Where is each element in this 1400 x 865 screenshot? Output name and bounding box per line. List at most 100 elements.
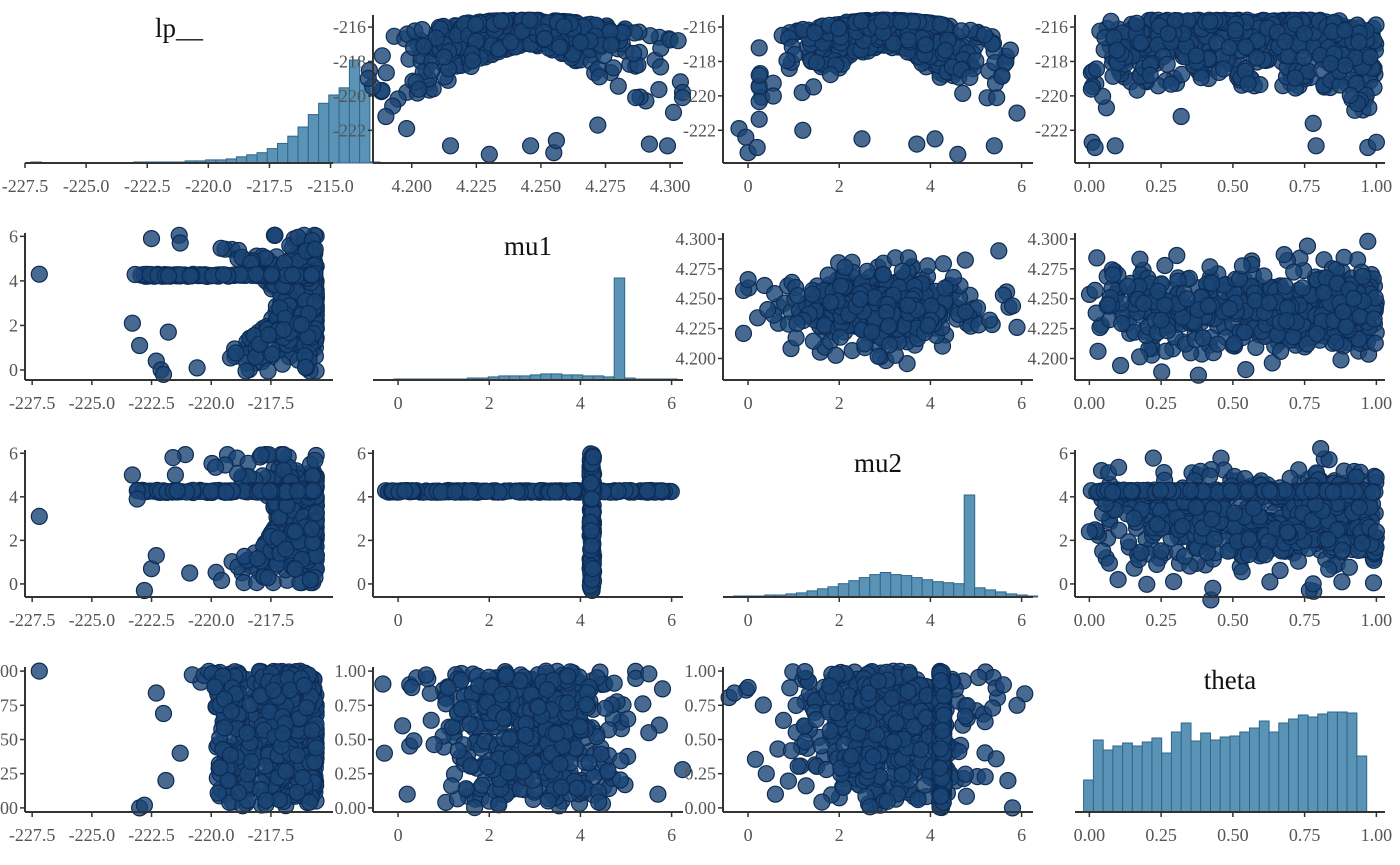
scatter-point xyxy=(1337,318,1356,336)
x-tick-label: 6 xyxy=(1017,393,1026,413)
x-tick-label: -217.5 xyxy=(246,176,293,196)
scatter-point xyxy=(1367,133,1386,151)
y-tick-label: -220 xyxy=(1035,86,1068,106)
scatter-point xyxy=(892,13,910,31)
scatter-point xyxy=(582,474,600,492)
scatter-point xyxy=(1255,267,1273,285)
scatter-point xyxy=(202,482,220,500)
scatter-point xyxy=(1335,248,1353,266)
y-tick-label: -216 xyxy=(683,17,716,37)
scatter-point xyxy=(794,121,812,139)
scatter-point xyxy=(1308,325,1326,343)
x-tick-label: 2 xyxy=(485,393,494,413)
scatter-point xyxy=(466,15,485,34)
scatter-point xyxy=(961,68,979,87)
scatter-point xyxy=(521,11,539,29)
scatter-point xyxy=(917,36,935,54)
scatter-point xyxy=(1341,86,1359,105)
scatter-point xyxy=(1286,69,1305,87)
scatter-point xyxy=(1199,297,1218,315)
histogram-bar xyxy=(900,575,913,598)
scatter-point xyxy=(30,507,48,526)
x-tick-label: -227.5 xyxy=(2,176,49,196)
scatter-point xyxy=(1320,560,1338,578)
scatter-point xyxy=(1344,290,1363,308)
scatter-point xyxy=(1350,33,1368,51)
scatter-point xyxy=(879,317,898,335)
scatter-point xyxy=(1131,250,1149,268)
scatter-point xyxy=(1225,504,1244,522)
scatter-point xyxy=(1173,517,1192,535)
scatter-point xyxy=(1278,523,1297,541)
y-tick-label: -218 xyxy=(683,51,716,71)
y-tick-label: 4.250 xyxy=(676,289,717,309)
x-tick-label: 4 xyxy=(926,393,935,413)
scatter-point xyxy=(1284,328,1302,346)
scatter-point xyxy=(1125,509,1143,528)
scatter-point xyxy=(584,448,602,466)
x-tick-label: 0.25 xyxy=(1145,393,1177,413)
scatter-point xyxy=(131,336,149,355)
scatter-point xyxy=(869,347,887,365)
histogram-bar xyxy=(307,114,320,164)
scatter-point xyxy=(1214,60,1233,78)
scatter-point xyxy=(377,107,395,126)
scatter-point xyxy=(307,504,325,522)
scatter-point xyxy=(413,21,431,39)
scatter-point xyxy=(584,559,602,578)
scatter-point xyxy=(1135,294,1153,312)
x-tick-label: -217.5 xyxy=(248,610,295,630)
x-tick-label: -220.0 xyxy=(185,176,232,196)
y-tick-label: -222 xyxy=(1035,120,1068,140)
scatter-point xyxy=(669,32,687,50)
scatter-point xyxy=(159,267,178,285)
scatter-point xyxy=(289,482,307,500)
histogram-bar xyxy=(953,583,965,598)
x-tick-label: 0.50 xyxy=(1217,393,1249,413)
y-tick-label: 6 xyxy=(9,226,18,246)
y-tick-label: -222 xyxy=(683,120,716,140)
x-tick-label: -225.0 xyxy=(63,176,110,196)
scatter-point xyxy=(985,137,1003,155)
scatter-point xyxy=(263,265,281,284)
scatter-point xyxy=(1082,80,1101,98)
scatter-point xyxy=(1295,24,1314,43)
y-tick-label: -216 xyxy=(333,17,366,37)
scatter-point xyxy=(1354,267,1372,286)
scatter-point xyxy=(1086,281,1104,299)
x-tick-label: 0 xyxy=(394,393,403,413)
scatter-point xyxy=(261,482,279,500)
scatter-point xyxy=(582,522,600,540)
scatter-point xyxy=(956,251,974,269)
scatter-point xyxy=(1202,274,1221,292)
scatter-point xyxy=(213,571,231,590)
x-tick-label: 1.00 xyxy=(1361,176,1393,196)
scatter-point xyxy=(993,67,1011,85)
y-tick-label: 4 xyxy=(9,271,18,291)
scatter-point xyxy=(427,29,445,47)
scatter-point xyxy=(1312,440,1330,458)
scatter-point xyxy=(1128,14,1146,32)
scatter-point xyxy=(1113,314,1131,333)
scatter-point xyxy=(602,36,620,54)
scatter-point xyxy=(822,293,840,311)
scatter-point xyxy=(301,571,319,589)
y-tick-label: 0 xyxy=(357,574,366,594)
scatter-point xyxy=(1244,499,1263,517)
scatter-point xyxy=(128,490,146,508)
scatter-point xyxy=(260,326,278,344)
scatter-point xyxy=(874,265,893,284)
scatter-point xyxy=(640,135,659,153)
scatter-point xyxy=(275,446,293,464)
scatter-point xyxy=(658,137,677,155)
scatter-point xyxy=(415,37,433,55)
scatter-point xyxy=(398,120,416,138)
scatter-point xyxy=(827,346,845,364)
scatter-point xyxy=(1086,138,1104,157)
y-tick-label: 4.200 xyxy=(676,348,717,368)
scatter-point xyxy=(956,303,975,321)
scatter-point xyxy=(30,265,48,283)
scatter-point xyxy=(1119,533,1138,551)
scatter-point xyxy=(1130,348,1149,366)
